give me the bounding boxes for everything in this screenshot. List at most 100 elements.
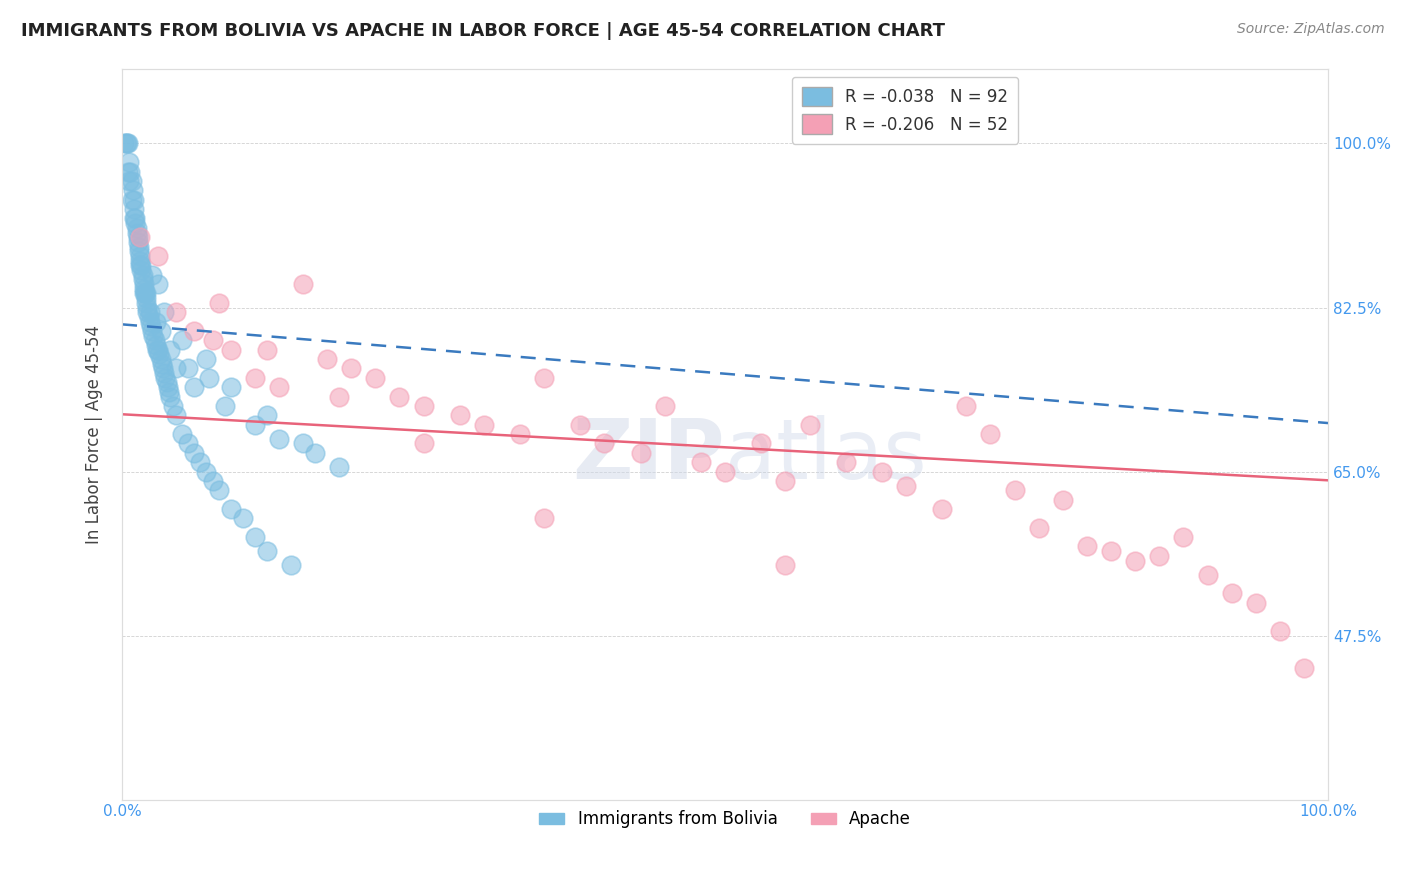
Point <box>159 390 181 404</box>
Point <box>533 511 555 525</box>
Point <box>280 558 302 573</box>
Point <box>177 361 200 376</box>
Point <box>136 305 159 319</box>
Text: IMMIGRANTS FROM BOLIVIA VS APACHE IN LABOR FORCE | AGE 45-54 CORRELATION CHART: IMMIGRANTS FROM BOLIVIA VS APACHE IN LAB… <box>21 22 945 40</box>
Point <box>132 282 155 296</box>
Point <box>162 399 184 413</box>
Point <box>148 249 170 263</box>
Point <box>219 343 242 357</box>
Point <box>1052 492 1074 507</box>
Point <box>533 371 555 385</box>
Point <box>1028 521 1050 535</box>
Point <box>834 455 856 469</box>
Point <box>150 357 173 371</box>
Point <box>141 268 163 282</box>
Point <box>139 305 162 319</box>
Point <box>412 436 434 450</box>
Point <box>1123 553 1146 567</box>
Point <box>121 174 143 188</box>
Point <box>388 390 411 404</box>
Point <box>267 380 290 394</box>
Point <box>1292 661 1315 675</box>
Point <box>232 511 254 525</box>
Point <box>148 343 170 357</box>
Point <box>593 436 616 450</box>
Point <box>1268 624 1291 638</box>
Point <box>304 446 326 460</box>
Point <box>122 183 145 197</box>
Point <box>118 174 141 188</box>
Point <box>775 558 797 573</box>
Point <box>124 211 146 226</box>
Point <box>121 193 143 207</box>
Point <box>979 427 1001 442</box>
Point <box>799 417 821 432</box>
Point <box>195 352 218 367</box>
Point <box>449 409 471 423</box>
Point <box>749 436 772 450</box>
Point <box>931 502 953 516</box>
Point <box>131 268 153 282</box>
Point <box>267 432 290 446</box>
Point <box>243 371 266 385</box>
Point <box>127 235 149 249</box>
Point <box>143 334 166 348</box>
Point <box>128 239 150 253</box>
Point <box>128 244 150 259</box>
Point <box>131 272 153 286</box>
Point <box>117 164 139 178</box>
Point <box>120 164 142 178</box>
Point <box>139 319 162 334</box>
Point <box>472 417 495 432</box>
Point <box>183 446 205 460</box>
Point <box>156 380 179 394</box>
Point <box>183 324 205 338</box>
Point <box>135 286 157 301</box>
Point <box>1149 549 1171 563</box>
Point <box>129 230 152 244</box>
Point <box>159 343 181 357</box>
Point <box>630 446 652 460</box>
Point <box>141 324 163 338</box>
Point <box>955 399 977 413</box>
Point <box>870 465 893 479</box>
Point <box>201 474 224 488</box>
Point <box>146 343 169 357</box>
Point <box>690 455 713 469</box>
Point <box>654 399 676 413</box>
Point <box>152 361 174 376</box>
Point <box>198 371 221 385</box>
Point <box>328 390 350 404</box>
Point <box>1173 530 1195 544</box>
Point <box>134 286 156 301</box>
Point <box>122 211 145 226</box>
Point <box>894 478 917 492</box>
Point <box>156 376 179 390</box>
Point <box>139 314 162 328</box>
Point <box>256 343 278 357</box>
Point <box>129 249 152 263</box>
Point <box>256 409 278 423</box>
Point <box>165 361 187 376</box>
Point <box>124 216 146 230</box>
Point <box>412 399 434 413</box>
Point <box>149 324 172 338</box>
Point <box>316 352 339 367</box>
Legend: Immigrants from Bolivia, Apache: Immigrants from Bolivia, Apache <box>533 804 918 835</box>
Point <box>148 277 170 291</box>
Point <box>190 455 212 469</box>
Point <box>219 502 242 516</box>
Point <box>122 193 145 207</box>
Point <box>129 253 152 268</box>
Point <box>1220 586 1243 600</box>
Y-axis label: In Labor Force | Age 45-54: In Labor Force | Age 45-54 <box>86 325 103 543</box>
Point <box>131 263 153 277</box>
Point <box>340 361 363 376</box>
Point <box>115 136 138 151</box>
Point <box>135 291 157 305</box>
Point <box>136 301 159 315</box>
Point <box>214 399 236 413</box>
Point <box>775 474 797 488</box>
Point <box>172 427 194 442</box>
Point <box>149 352 172 367</box>
